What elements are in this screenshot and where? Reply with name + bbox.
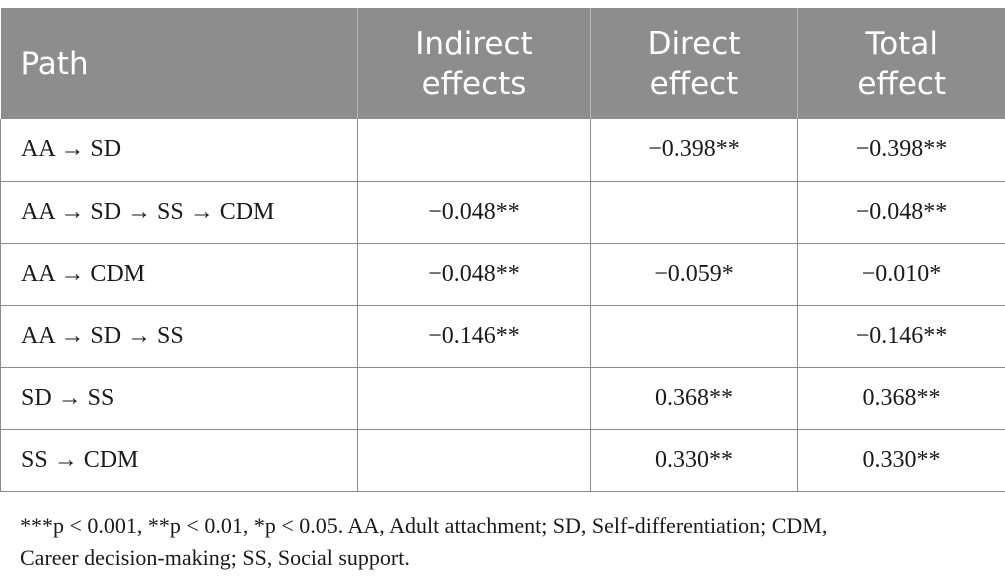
cell-indirect: −0.146** (357, 305, 591, 368)
header-indirect-effects: Indirect effects (357, 8, 591, 119)
cell-path: AA → SD (0, 119, 358, 182)
cell-path: AA → CDM (0, 243, 358, 306)
table-row: SS → CDM 0.330** 0.330** (0, 429, 1005, 492)
cell-direct: −0.059* (590, 243, 798, 306)
header-path: Path (0, 8, 358, 119)
cell-direct: 0.368** (590, 367, 798, 430)
header-direct-line2: effect (649, 65, 739, 102)
table-header-row: Path Indirect effects Direct effect Tota… (0, 8, 1005, 119)
cell-total: 0.330** (797, 429, 1005, 492)
table-row: SD → SS 0.368** 0.368** (0, 367, 1005, 430)
cell-path: SS → CDM (0, 429, 358, 492)
cell-total: 0.368** (797, 367, 1005, 430)
table-row: AA → SD −0.398** −0.398** (0, 119, 1005, 182)
table-row: AA → SD → SS → CDM −0.048** −0.048** (0, 181, 1005, 244)
cell-total: −0.398** (797, 119, 1005, 182)
cell-path: AA → SD → SS (0, 305, 358, 368)
footnote-line-2: Career decision-making; SS, Social suppo… (20, 545, 410, 570)
header-total-line1: Total (865, 25, 938, 62)
header-indirect-line2: effects (421, 65, 527, 102)
cell-direct (590, 305, 798, 368)
header-path-text: Path (20, 45, 89, 82)
cell-indirect (357, 429, 591, 492)
cell-indirect (357, 367, 591, 430)
header-total-effect: Total effect (797, 8, 1005, 119)
cell-indirect: −0.048** (357, 181, 591, 244)
cell-path: SD → SS (0, 367, 358, 430)
header-direct-line1: Direct (647, 25, 741, 62)
cell-indirect: −0.048** (357, 243, 591, 306)
cell-indirect (357, 119, 591, 182)
header-direct-effect: Direct effect (590, 8, 798, 119)
cell-direct (590, 181, 798, 244)
effects-table: Path Indirect effects Direct effect Tota… (0, 8, 1005, 492)
table-row: AA → SD → SS −0.146** −0.146** (0, 305, 1005, 368)
table-row: AA → CDM −0.048** −0.059* −0.010* (0, 243, 1005, 306)
effects-table-container: Path Indirect effects Direct effect Tota… (0, 8, 1005, 492)
header-total-line2: effect (857, 65, 947, 102)
cell-total: −0.048** (797, 181, 1005, 244)
cell-total: −0.146** (797, 305, 1005, 368)
cell-direct: 0.330** (590, 429, 798, 492)
cell-path: AA → SD → SS → CDM (0, 181, 358, 244)
cell-total: −0.010* (797, 243, 1005, 306)
footnote-line-1: ***p < 0.001, **p < 0.01, *p < 0.05. AA,… (20, 513, 828, 538)
table-footnote: ***p < 0.001, **p < 0.01, *p < 0.05. AA,… (20, 510, 995, 574)
header-indirect-line1: Indirect (415, 25, 533, 62)
cell-direct: −0.398** (590, 119, 798, 182)
